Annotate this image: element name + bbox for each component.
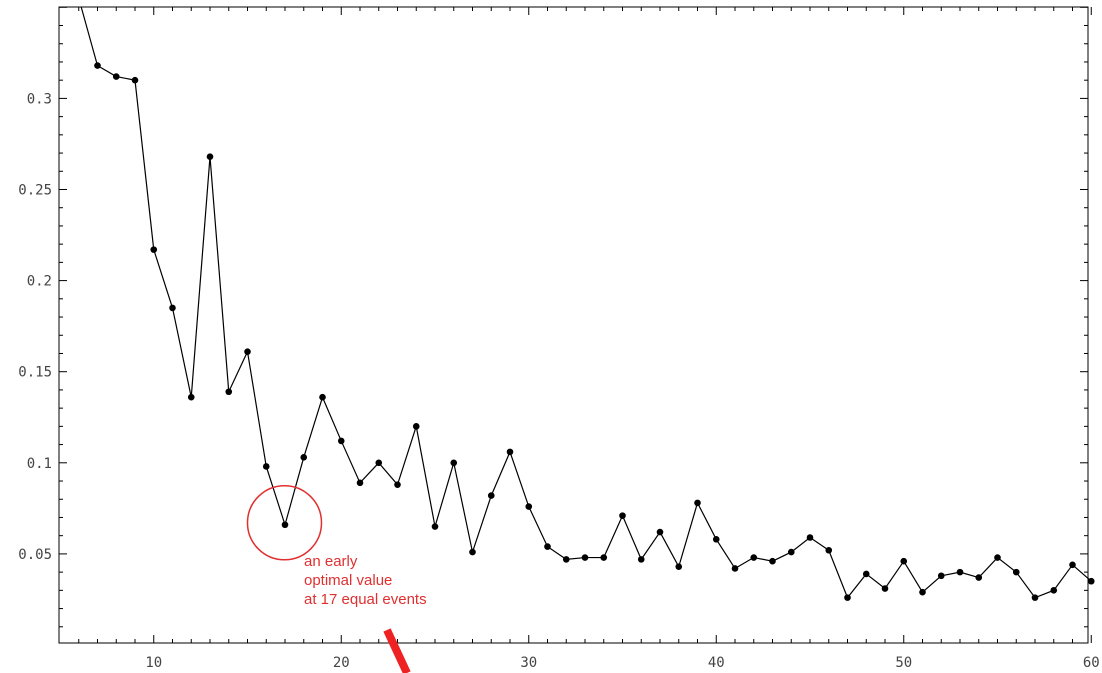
data-point [525, 503, 533, 510]
data-point [131, 76, 139, 84]
data-point [937, 572, 945, 580]
data-point [562, 556, 570, 563]
data-point [1050, 587, 1058, 594]
annotation-text: an early optimal value at 17 equal events [304, 553, 427, 608]
data-point [150, 246, 158, 253]
data-point [581, 554, 589, 561]
data-point [750, 554, 758, 561]
data-point [619, 512, 626, 519]
data-point [994, 554, 1001, 561]
data-point [637, 556, 645, 563]
y-tick-label: 0.15 [18, 365, 52, 381]
y-tick-label: 0.05 [18, 547, 52, 563]
x-tick-label: 60 [1083, 655, 1100, 671]
plot-frame [58, 6, 1089, 644]
x-tick-label: 50 [895, 655, 912, 671]
data-point [337, 437, 345, 445]
data-point [1012, 568, 1020, 576]
data-point [169, 304, 176, 312]
data-point [825, 546, 833, 554]
data-point [881, 585, 889, 592]
data-point [862, 570, 870, 578]
data-point [319, 393, 326, 401]
y-tick-label: 0.3 [27, 91, 52, 107]
data-point [394, 481, 401, 488]
x-tick-label: 20 [333, 655, 350, 671]
data-point [844, 594, 851, 601]
x-tick-label: 10 [145, 655, 162, 671]
data-point [956, 568, 964, 576]
y-tick-label: 0.1 [27, 456, 52, 472]
x-tick-label: 30 [520, 655, 537, 671]
annotation-pointer [383, 628, 411, 673]
annotation-line: at 17 equal events [304, 591, 427, 608]
data-point [412, 423, 420, 430]
data-point [656, 528, 664, 536]
data-point [356, 479, 364, 487]
data-point [731, 565, 739, 572]
data-point [675, 563, 683, 570]
data-point [694, 499, 701, 507]
data-point [431, 523, 439, 530]
data-points [94, 62, 1095, 601]
axis-ticks [59, 6, 1092, 643]
data-point [112, 73, 120, 80]
data-point [94, 62, 101, 69]
data-point [469, 548, 476, 556]
data-point [1087, 577, 1095, 585]
data-point [544, 543, 551, 550]
data-point [450, 459, 458, 467]
highlight-circle [246, 484, 323, 561]
series-line [80, 6, 1092, 599]
data-point [712, 536, 720, 543]
data-point [262, 463, 270, 470]
data-point [806, 534, 814, 541]
data-point [975, 574, 983, 581]
data-point [900, 557, 908, 565]
data-point [769, 557, 776, 565]
data-point [206, 153, 214, 161]
data-point [787, 548, 795, 556]
data-point [600, 554, 608, 561]
axis-tick-labels: 10 20 30 40 50 60 0.05 0.1 0.15 0.2 0.25 0.3 [18, 91, 1099, 671]
y-tick-label: 0.25 [18, 183, 52, 199]
data-point [506, 448, 514, 456]
y-tick-label: 0.2 [27, 274, 52, 290]
data-point [244, 348, 251, 355]
data-point [281, 521, 289, 529]
data-point [1069, 561, 1076, 569]
data-point [187, 393, 195, 401]
annotation-line: optimal value [304, 572, 392, 589]
data-point [300, 454, 308, 461]
data-point [225, 388, 233, 396]
x-tick-label: 40 [708, 655, 725, 671]
data-point [487, 492, 495, 499]
annotation-line: an early [304, 553, 358, 570]
data-point [1031, 594, 1039, 601]
data-point [375, 459, 383, 467]
data-point [919, 588, 926, 596]
